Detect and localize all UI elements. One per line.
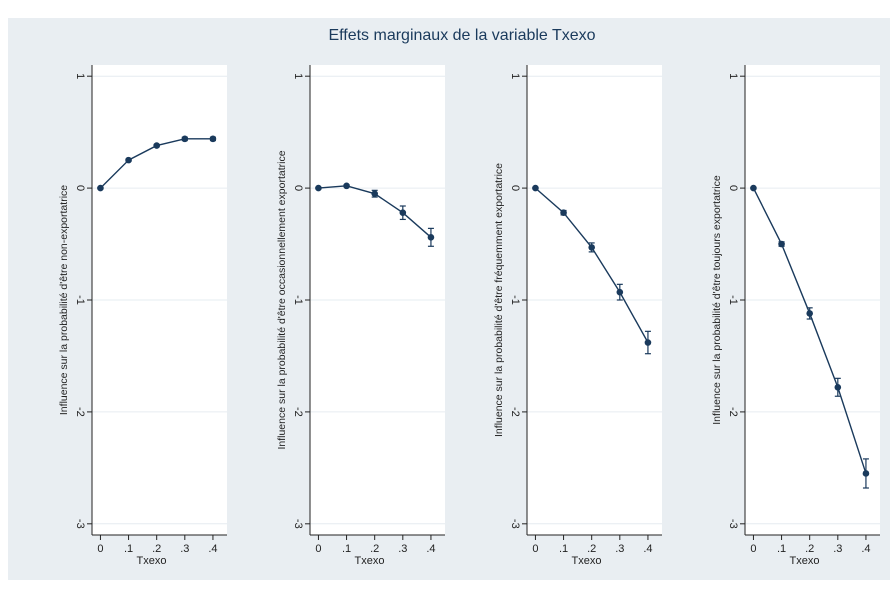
point — [125, 156, 132, 164]
y-tick-label: 1 — [292, 73, 304, 79]
y-tick-label: -3 — [509, 519, 521, 529]
x-tick-label: .4 — [426, 543, 435, 555]
y-tick-label: -2 — [509, 407, 521, 417]
point — [560, 209, 567, 217]
y-axis-label: Influence sur la probabilité d'être occa… — [276, 150, 288, 449]
point — [343, 182, 350, 190]
x-tick-label: .1 — [124, 543, 133, 555]
y-tick-label: -1 — [509, 295, 521, 305]
point — [862, 470, 870, 477]
point — [532, 184, 539, 192]
y-tick-label: -3 — [292, 519, 304, 529]
y-axis-label: Influence sur la probabilité d'être non-… — [58, 185, 70, 415]
x-tick-label: 0 — [315, 543, 321, 555]
x-tick-label: .4 — [208, 543, 217, 555]
y-tick-label: -1 — [727, 295, 739, 305]
point — [427, 234, 435, 241]
x-tick-label: 0 — [532, 543, 538, 555]
y-tick-label: -2 — [292, 407, 304, 417]
x-axis-label: Txexo — [790, 555, 820, 567]
point — [399, 209, 407, 217]
x-tick-label: .4 — [643, 543, 652, 555]
point — [209, 135, 217, 143]
point — [181, 135, 189, 143]
x-tick-label: 0 — [97, 543, 103, 555]
x-tick-label: 0 — [750, 543, 756, 555]
y-tick-label: 1 — [727, 73, 739, 79]
x-tick-label: .1 — [777, 543, 786, 555]
y-tick-label: -1 — [74, 295, 86, 305]
point — [778, 240, 785, 248]
x-tick-label: .2 — [370, 543, 379, 555]
point — [315, 184, 322, 192]
x-tick-label: .3 — [180, 543, 189, 555]
point — [834, 383, 842, 391]
x-tick-label: .2 — [587, 543, 596, 555]
y-tick-label: -2 — [74, 407, 86, 417]
point — [644, 339, 652, 346]
y-tick-label: -1 — [292, 295, 304, 305]
x-tick-label: .3 — [398, 543, 407, 555]
x-tick-label: .4 — [861, 543, 870, 555]
y-tick-label: 1 — [74, 73, 86, 79]
point — [750, 184, 757, 192]
x-tick-label: .1 — [342, 543, 351, 555]
x-tick-label: .1 — [559, 543, 568, 555]
y-tick-label: 0 — [727, 185, 739, 191]
x-tick-label: .3 — [833, 543, 842, 555]
point — [588, 244, 595, 251]
x-tick-label: .2 — [805, 543, 814, 555]
y-tick-label: 0 — [74, 185, 86, 191]
y-tick-label: 1 — [509, 73, 521, 79]
y-tick-label: -2 — [727, 407, 739, 417]
y-tick-label: -3 — [727, 519, 739, 529]
x-axis-label: Txexo — [355, 555, 385, 567]
x-tick-label: .2 — [152, 543, 161, 555]
point — [371, 190, 378, 197]
point — [153, 142, 160, 149]
point — [616, 288, 624, 296]
point — [806, 310, 813, 317]
x-axis-label: Txexo — [137, 555, 167, 567]
x-axis-label: Txexo — [572, 555, 602, 567]
y-axis-label: Influence sur la probabilité d'être touj… — [711, 175, 723, 425]
y-tick-label: 0 — [509, 185, 521, 191]
y-tick-label: 0 — [292, 185, 304, 191]
y-axis-label: Influence sur la probabilité d'être fréq… — [493, 163, 505, 437]
point — [97, 184, 104, 192]
x-tick-label: .3 — [615, 543, 624, 555]
chart-title: Effets marginaux de la variable Txexo — [328, 27, 595, 44]
y-tick-label: -3 — [74, 519, 86, 529]
